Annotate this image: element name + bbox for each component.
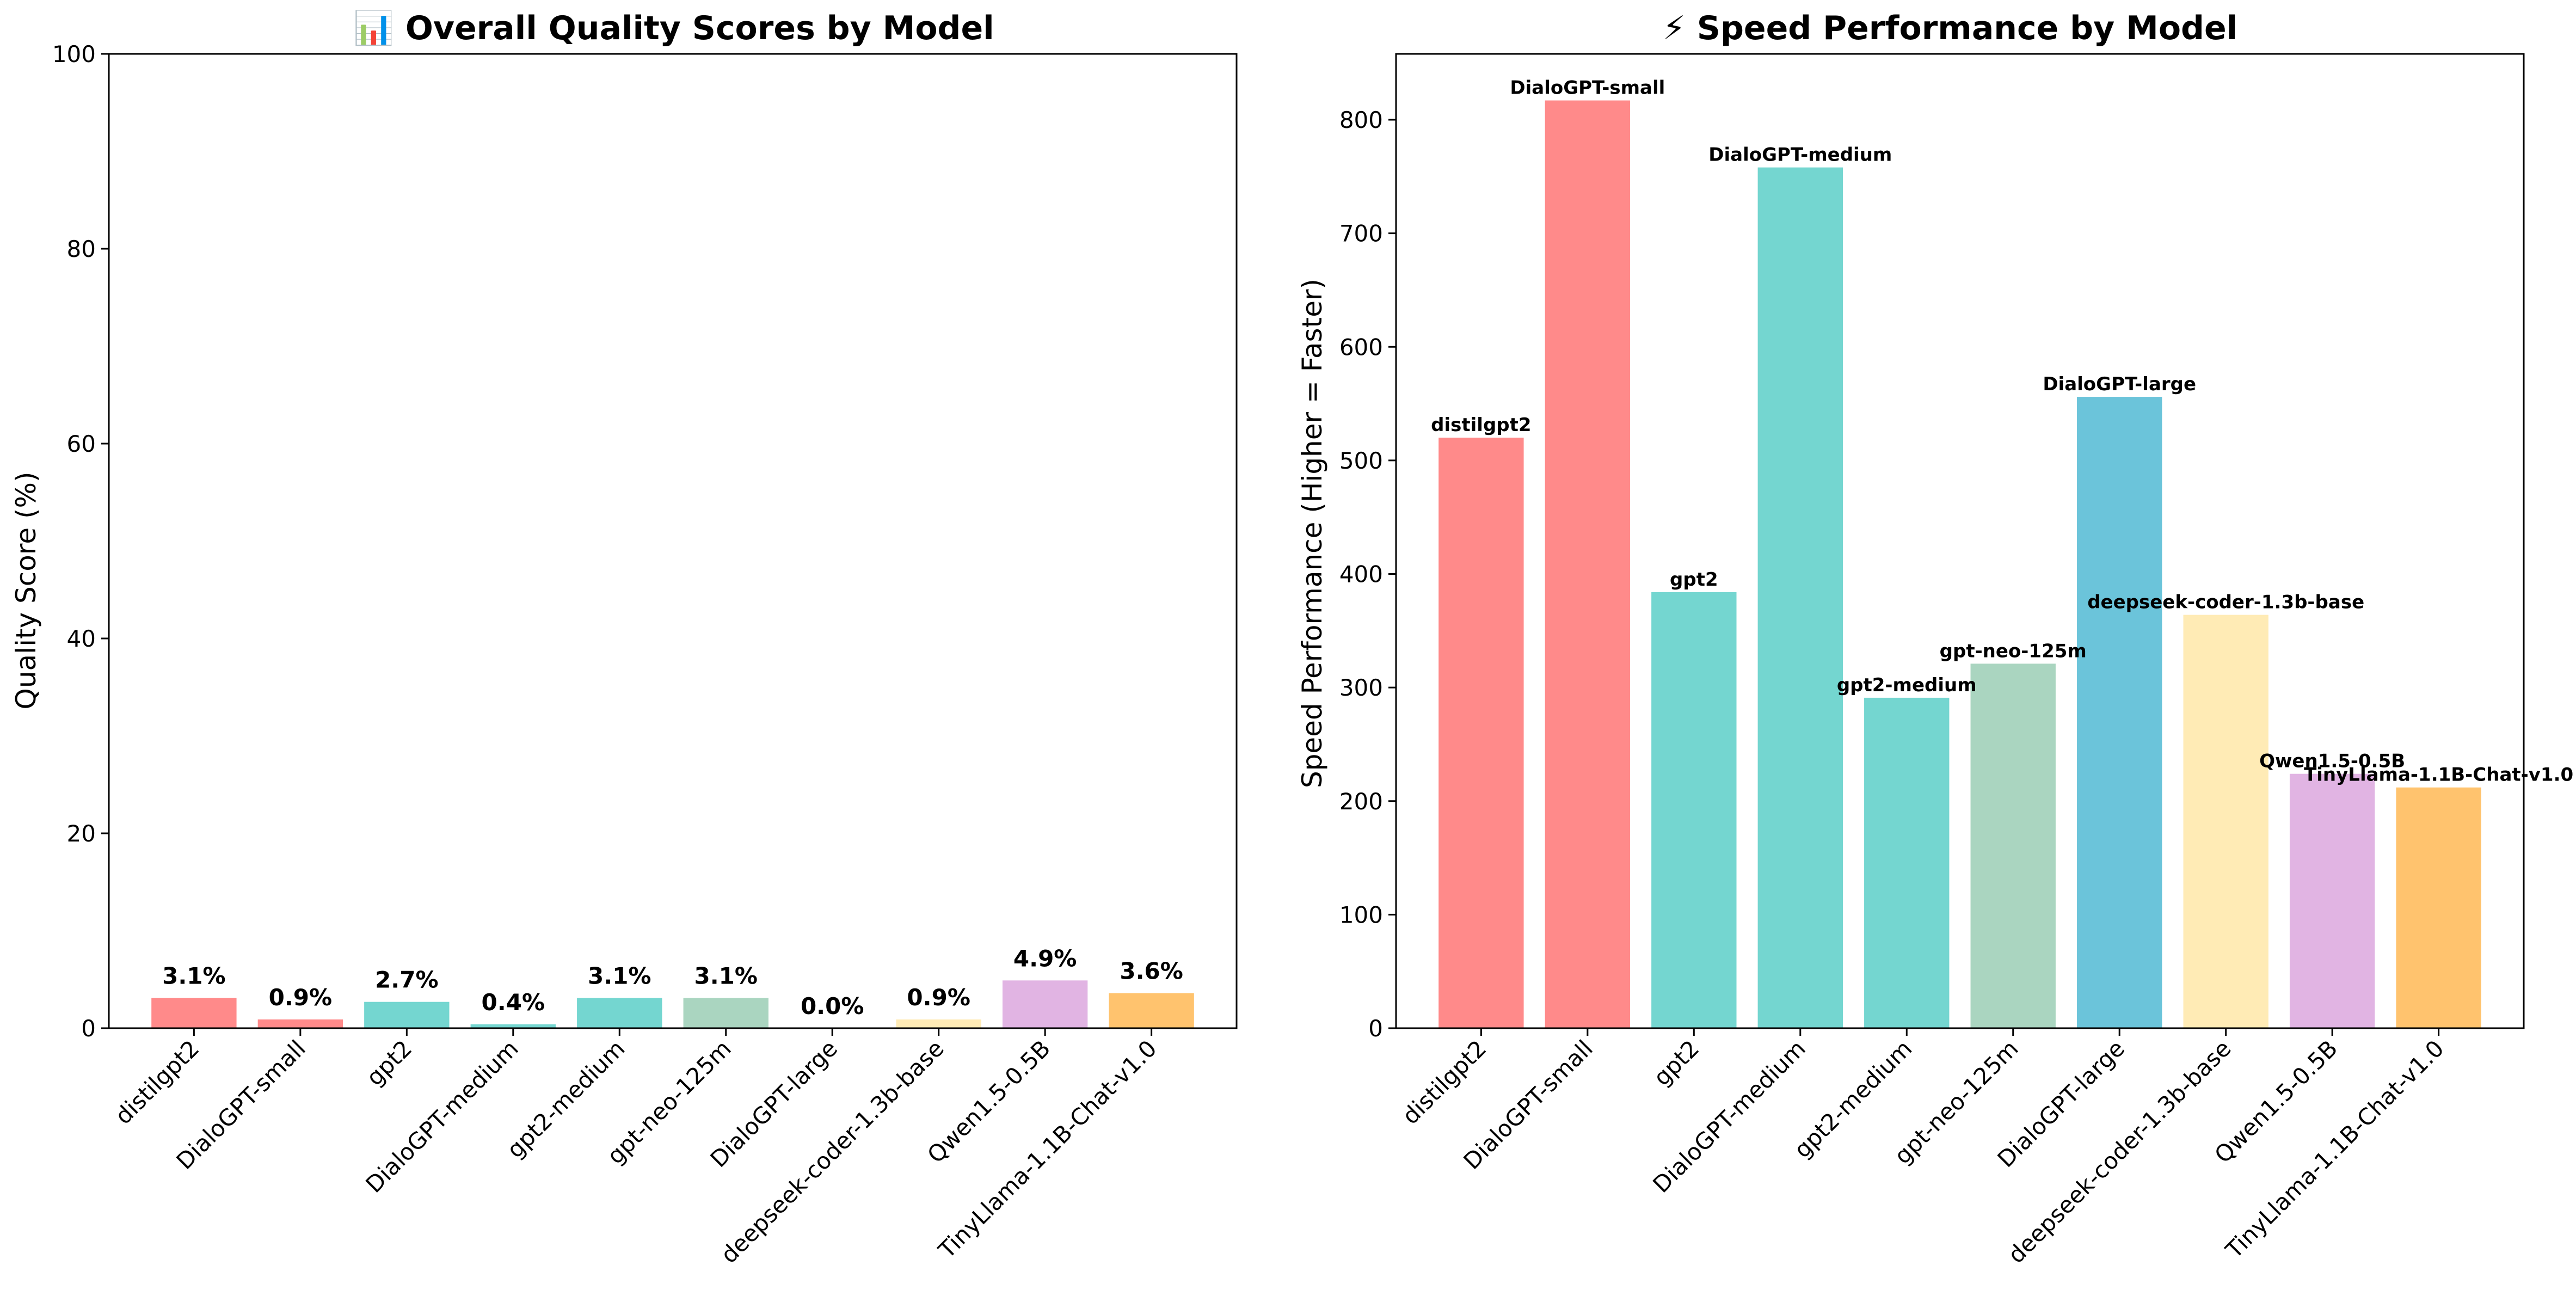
quality-bars bbox=[151, 980, 1194, 1028]
data-label: 2.7% bbox=[375, 967, 438, 993]
data-label: DialoGPT-large bbox=[2043, 373, 2196, 395]
speed-axes-frame bbox=[1395, 53, 2525, 1029]
speed-data-labels: distilgpt2 DialoGPT-small gpt2 DialoGPT-med… bbox=[1431, 77, 2573, 786]
bar-gpt2-medium bbox=[577, 998, 662, 1028]
quality-data-labels: 3.1% 0.9% 2.7% 0.4% 3.1% 3.1% 0.0% 0.9% 4.9% 3.6% bbox=[162, 945, 1183, 1019]
data-label: distilgpt2 bbox=[1431, 414, 1531, 436]
y-tick-label: 80 bbox=[67, 236, 96, 262]
data-label: TinyLlama-1.1B-Chat-v1.0 bbox=[2304, 764, 2573, 786]
bar-gpt2 bbox=[1651, 592, 1737, 1028]
y-tick-label: 60 bbox=[67, 431, 96, 457]
bar-dialogpt-medium bbox=[470, 1024, 556, 1028]
bar-dialogpt-small bbox=[257, 1019, 343, 1028]
bar-gpt2 bbox=[364, 1002, 450, 1028]
bar-dialogpt-small bbox=[1545, 100, 1631, 1028]
bar-dialogpt-large bbox=[2077, 397, 2162, 1028]
y-tick-label: 800 bbox=[1339, 107, 1383, 133]
data-label: Qwen1.5-0.5B bbox=[2259, 751, 2405, 772]
y-tick-label: 0 bbox=[81, 1015, 96, 1042]
data-label: 3.1% bbox=[588, 963, 651, 990]
bar-gpt-neo-125m bbox=[1970, 664, 2056, 1028]
quality-y-axis-label: Quality Score (%) bbox=[10, 471, 42, 709]
data-label: 3.1% bbox=[162, 963, 225, 990]
bar-distilgpt2 bbox=[1438, 438, 1524, 1028]
bar-distilgpt2 bbox=[151, 998, 237, 1028]
data-label: 0.0% bbox=[801, 993, 864, 1019]
data-label: 3.1% bbox=[694, 963, 757, 990]
quality-axes-frame bbox=[108, 53, 1238, 1029]
speed-y-axis: 0 100 200 300 400 500 600 700 800 bbox=[1339, 107, 1396, 1042]
data-label: gpt2 bbox=[1670, 569, 1718, 591]
data-label: 0.9% bbox=[269, 984, 332, 1011]
y-tick-label: 400 bbox=[1339, 561, 1383, 588]
bar-deepseek-coder-1-3b-base bbox=[896, 1019, 981, 1028]
y-tick-label: 500 bbox=[1339, 447, 1383, 474]
speed-y-axis-label: Speed Performance (Higher = Faster) bbox=[1296, 279, 1328, 788]
y-tick-label: 100 bbox=[52, 41, 96, 67]
y-tick-label: 100 bbox=[1339, 901, 1383, 928]
data-label: 0.4% bbox=[482, 989, 545, 1016]
data-label: 3.6% bbox=[1120, 958, 1183, 985]
y-tick-label: 700 bbox=[1339, 220, 1383, 247]
speed-bars bbox=[1438, 100, 2481, 1028]
data-label: 4.9% bbox=[1013, 945, 1077, 972]
bar-tinyllama-1-1b-chat-v1-0 bbox=[2396, 787, 2481, 1028]
speed-chart-title: ⚡ Speed Performance by Model bbox=[1663, 9, 2238, 47]
data-label: gpt2-medium bbox=[1837, 674, 1977, 696]
bar-qwen1-5-0-5b bbox=[2289, 773, 2375, 1028]
bar-dialogpt-medium bbox=[1757, 167, 1843, 1028]
data-label: DialoGPT-medium bbox=[1708, 144, 1892, 166]
bar-tinyllama-1-1b-chat-v1-0 bbox=[1109, 993, 1194, 1028]
bar-gpt2-medium bbox=[1864, 697, 1950, 1028]
y-tick-label: 600 bbox=[1339, 334, 1383, 360]
bar-gpt-neo-125m bbox=[683, 998, 769, 1028]
y-tick-label: 40 bbox=[67, 625, 96, 652]
y-tick-label: 20 bbox=[67, 820, 96, 847]
bar-deepseek-coder-1-3b-base bbox=[2183, 615, 2268, 1028]
bar-qwen1-5-0-5b bbox=[1002, 980, 1088, 1028]
quality-y-axis: 0 20 40 60 80 100 bbox=[52, 41, 109, 1042]
data-label: 0.9% bbox=[907, 984, 970, 1011]
y-tick-label: 0 bbox=[1368, 1015, 1383, 1042]
y-tick-label: 300 bbox=[1339, 674, 1383, 701]
y-tick-label: 200 bbox=[1339, 788, 1383, 815]
data-label: gpt-neo-125m bbox=[1940, 640, 2087, 662]
data-label: DialoGPT-small bbox=[1510, 77, 1665, 99]
data-label: deepseek-coder-1.3b-base bbox=[2087, 592, 2364, 613]
quality-chart-title: 📊 Overall Quality Scores by Model bbox=[353, 9, 994, 47]
